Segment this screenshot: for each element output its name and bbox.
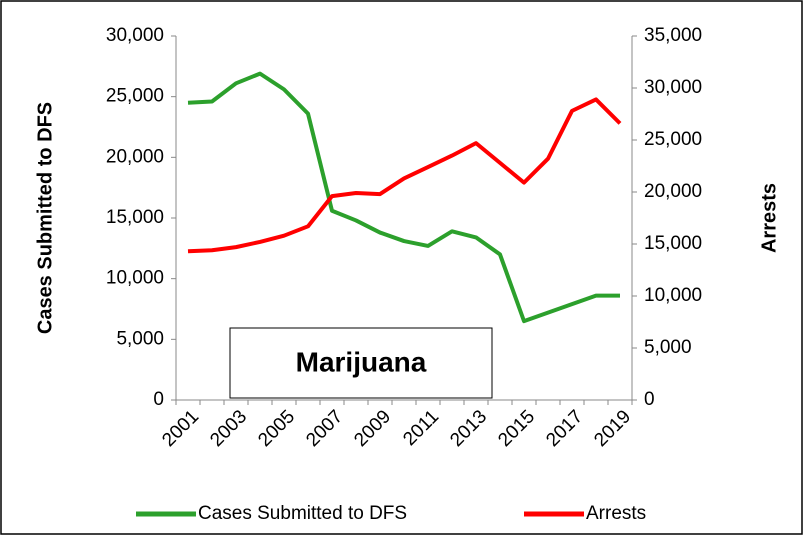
y2-tick-label: 10,000 bbox=[644, 285, 702, 306]
y-tick-label: 0 bbox=[153, 389, 164, 410]
y2-axis-title: Arrests bbox=[758, 183, 780, 253]
legend-label: Cases Submitted to DFS bbox=[198, 503, 407, 524]
series-line bbox=[187, 71, 620, 324]
y-tick-label: 15,000 bbox=[106, 207, 164, 228]
series-line bbox=[187, 97, 622, 254]
legend-label: Arrests bbox=[586, 503, 646, 524]
y2-tick-label: 0 bbox=[644, 389, 655, 410]
y2-tick-label: 20,000 bbox=[644, 181, 702, 202]
annotation-box bbox=[229, 327, 493, 399]
y-tick-label: 10,000 bbox=[106, 268, 164, 289]
y2-tick-label: 30,000 bbox=[644, 77, 702, 98]
y-tick-label: 25,000 bbox=[106, 86, 164, 107]
y2-tick-label: 35,000 bbox=[644, 25, 702, 46]
y-tick-label: 30,000 bbox=[106, 25, 164, 46]
y-tick-label: 20,000 bbox=[106, 146, 164, 167]
y2-tick-label: 25,000 bbox=[644, 129, 702, 150]
annotation: Marijuana bbox=[296, 346, 427, 377]
y-tick-label: 5,000 bbox=[116, 328, 164, 349]
y2-tick-label: 15,000 bbox=[644, 233, 702, 254]
y2-tick-label: 5,000 bbox=[644, 337, 692, 358]
y-axis-title: Cases Submitted to DFS bbox=[34, 102, 56, 334]
